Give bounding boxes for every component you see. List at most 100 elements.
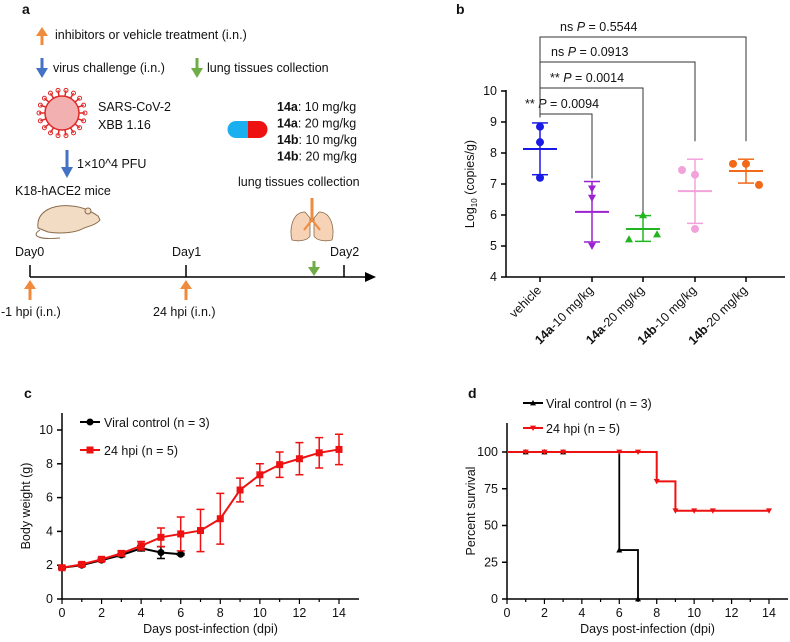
virus-spike-tip [81, 102, 87, 108]
censor-marker [560, 449, 567, 455]
virus-spike [77, 118, 84, 122]
data-point [236, 486, 244, 494]
timeline-dose2: 24 hpi (i.n.) [153, 305, 216, 319]
lungs-icon [290, 198, 334, 242]
treatment-0: 14a: 10 mg/kg [277, 100, 356, 114]
timeline-day1: Day1 [172, 245, 201, 259]
timeline-dose1: -1 hpi (i.n.) [1, 305, 61, 319]
censor-marker [635, 596, 641, 602]
x-axis-label: Days post-infection (dpi) [143, 622, 278, 636]
legend-treatment: inhibitors or vehicle treatment (i.n.) [55, 28, 247, 42]
censor-marker [635, 449, 641, 455]
x-tick-label: 8 [217, 606, 224, 620]
data-point [157, 533, 165, 541]
comparison-label: ** P = 0.0014 [550, 71, 624, 85]
data-point [639, 211, 647, 219]
virus-spike [43, 123, 50, 129]
virus-spike-tip [77, 125, 83, 131]
legend-marker [86, 446, 94, 454]
y-tick-label: 6 [46, 491, 53, 505]
legend-marker [86, 418, 94, 426]
data-point [276, 461, 284, 469]
virus-spike-tip [55, 133, 61, 139]
censor-marker [691, 508, 698, 514]
legend-challenge: virus challenge (i.n.) [53, 61, 165, 75]
data-point [691, 224, 699, 233]
legend-entry: 24 hpi (n = 5) [546, 422, 620, 436]
panel-d-chart: 0 25 50 75 100 0 2 4 6 8 10 12 14 Days post-infection… [464, 397, 788, 636]
orange-arrow-up-icon [24, 280, 36, 300]
x-tick-label: 0 [504, 606, 511, 620]
virus-spike [69, 92, 75, 99]
virus-strain: XBB 1.16 [98, 118, 151, 132]
x-tick-label: 14 [332, 606, 346, 620]
data-point [588, 194, 596, 202]
data-point [197, 527, 204, 535]
x-tick-label: 2 [98, 606, 105, 620]
virus-spike [40, 104, 47, 108]
data-point [315, 449, 323, 457]
censor-marker [541, 449, 548, 455]
pill-icon [227, 121, 268, 138]
treatment-2: 14b: 10 mg/kg [277, 133, 357, 147]
virus-spike [40, 118, 47, 122]
x-tick-label: 6 [616, 606, 623, 620]
y-tick-label: 4 [490, 270, 497, 284]
virus-spike [49, 127, 55, 134]
orange-arrow-up-icon [36, 27, 48, 45]
legend-entry: Viral control (n = 3) [546, 397, 652, 411]
censor-marker [616, 547, 623, 553]
censor-marker [616, 449, 623, 455]
virus-spike [57, 129, 60, 136]
data-point [653, 230, 661, 238]
green-arrow-down-icon [191, 58, 203, 78]
data-point [536, 173, 544, 182]
y-tick-label: 75 [484, 482, 498, 496]
legend-marker [530, 425, 536, 431]
virus-spike-tip [37, 118, 43, 124]
censor-marker [653, 479, 660, 485]
y-tick-label: 50 [484, 519, 498, 533]
censor-marker [672, 508, 679, 514]
data-point [755, 180, 763, 189]
comparison-bracket [539, 36, 747, 142]
legend-entry: Viral control (n = 3) [104, 416, 210, 430]
y-tick-label: 4 [46, 524, 53, 538]
virus-spike-tip [48, 90, 53, 96]
data-point [58, 564, 66, 572]
censor-marker [522, 449, 529, 455]
y-tick-label: 7 [490, 177, 497, 191]
treatment-3: 14b: 20 mg/kg [277, 150, 357, 164]
comparison-label: ns P = 0.5544 [560, 20, 638, 34]
y-tick-label: 8 [46, 457, 53, 471]
x-tick-label: 4 [578, 606, 585, 620]
y-axis-label: Log10 (copies/g) [463, 140, 479, 228]
virus-icon [36, 87, 88, 139]
virus-spike-tip [55, 87, 61, 93]
data-point [117, 549, 125, 557]
data-point [691, 170, 699, 179]
y-axis-label: Percent survival [464, 467, 478, 556]
virus-spike-tip [48, 130, 53, 136]
comparison-label: ** P = 0.0094 [525, 97, 599, 111]
virus-name: SARS-CoV-2 [98, 100, 171, 114]
panel-label-b: b [456, 1, 465, 17]
blue-arrow-down-icon [61, 150, 73, 178]
legend-entry: 24 hpi (n = 5) [104, 444, 178, 458]
virus-spike-tip [82, 110, 88, 116]
data-point [98, 555, 106, 563]
virus-spike [74, 123, 81, 129]
panel-c-chart: 0 2 4 6 8 10 0 2 4 6 8 10 12 14 Days post-infection (d… [19, 413, 359, 636]
virus-spike [57, 90, 60, 97]
data-point [216, 515, 224, 523]
virus-spike [77, 104, 84, 108]
x-tick-label: 10 [687, 606, 701, 620]
virus-spike [49, 92, 55, 99]
mouse-icon [35, 205, 101, 239]
green-arrow-down-icon [308, 261, 320, 276]
x-tick-label: 10 [253, 606, 267, 620]
x-tick-label: vehicle [507, 283, 544, 320]
y-tick-label: 8 [490, 146, 497, 160]
virus-spike [64, 129, 67, 136]
